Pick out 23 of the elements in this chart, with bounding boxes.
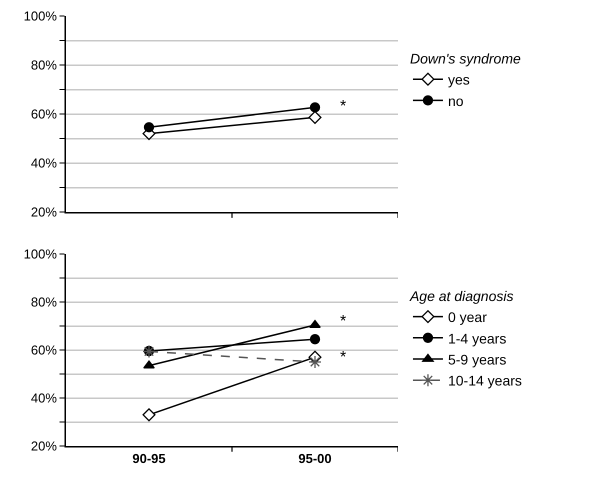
y-tick-label: 40% <box>30 390 58 406</box>
legend-title: Down's syndrome <box>410 50 521 67</box>
legend-label: 0 year <box>448 309 488 326</box>
y-tick-label: 80% <box>30 58 58 73</box>
y-tick-label: 20% <box>30 438 58 454</box>
y-tick-label: 60% <box>30 342 58 358</box>
legend-label: 10-14 years <box>448 372 522 389</box>
y-tick-label: 40% <box>30 156 58 171</box>
x-tick-label: 95-00 <box>298 451 332 466</box>
legend-label: 5-9 years <box>448 351 506 368</box>
y-tick-label: 100% <box>24 8 58 24</box>
y-tick-label: 80% <box>30 294 58 310</box>
legend-label: no <box>448 92 464 109</box>
legend-label: 1-4 years <box>448 330 506 346</box>
x-tick-label: 90-95 <box>132 451 166 466</box>
legend-title: Age at diagnosis <box>408 288 514 304</box>
legend-label: yes <box>448 72 470 88</box>
y-tick-label: 60% <box>30 106 58 122</box>
annotation: * <box>340 313 346 330</box>
annotation: * <box>340 349 346 366</box>
y-tick-label: 100% <box>24 246 58 262</box>
y-tick-label: 20% <box>30 204 58 220</box>
annotation: * <box>340 98 346 115</box>
